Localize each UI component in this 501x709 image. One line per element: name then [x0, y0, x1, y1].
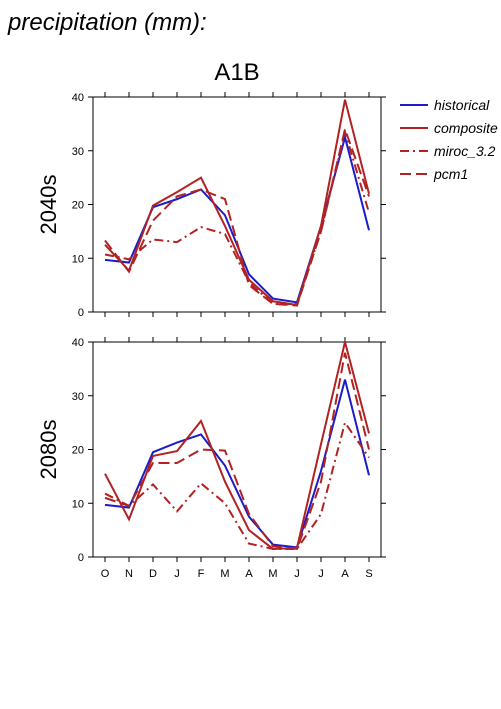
legend-label: historical	[434, 97, 490, 113]
x-tick-label: A	[341, 568, 349, 580]
y-tick-label: 40	[72, 92, 84, 104]
y-tick-label: 30	[72, 146, 84, 158]
series-line	[104, 379, 370, 549]
y-tick-label: 40	[72, 337, 84, 349]
x-tick-label: S	[365, 568, 372, 580]
x-tick-label: M	[220, 568, 229, 580]
x-tick-label: M	[268, 568, 277, 580]
x-tick-label: A	[245, 568, 253, 580]
y-axis-label: 2080s	[36, 420, 61, 480]
series-line	[104, 99, 370, 307]
x-tick-label: D	[149, 568, 157, 580]
series-line	[104, 128, 370, 305]
x-tick-label: O	[101, 568, 110, 580]
legend-label: composite	[434, 120, 498, 136]
y-tick-label: 10	[72, 253, 84, 265]
y-tick-label: 10	[72, 498, 84, 510]
y-tick-label: 0	[78, 552, 84, 564]
y-tick-label: 0	[78, 307, 84, 319]
legend-label: pcm1	[433, 166, 468, 182]
x-tick-label: J	[294, 568, 300, 580]
plot-frame	[92, 96, 382, 313]
x-tick-label: J	[174, 568, 180, 580]
y-tick-label: 30	[72, 391, 84, 403]
y-axis-label: 2040s	[36, 175, 61, 235]
y-tick-label: 20	[72, 445, 84, 457]
legend-label: miroc_3.2	[434, 143, 496, 159]
series-line	[104, 125, 370, 307]
series-line	[104, 341, 370, 550]
page-title: precipitation (mm):	[7, 9, 207, 36]
series-line	[104, 133, 370, 304]
y-tick-label: 20	[72, 200, 84, 212]
x-tick-label: N	[125, 568, 133, 580]
x-tick-label: J	[318, 568, 324, 580]
scenario-title: A1B	[214, 59, 259, 86]
x-tick-label: F	[198, 568, 205, 580]
series-line	[104, 352, 370, 551]
